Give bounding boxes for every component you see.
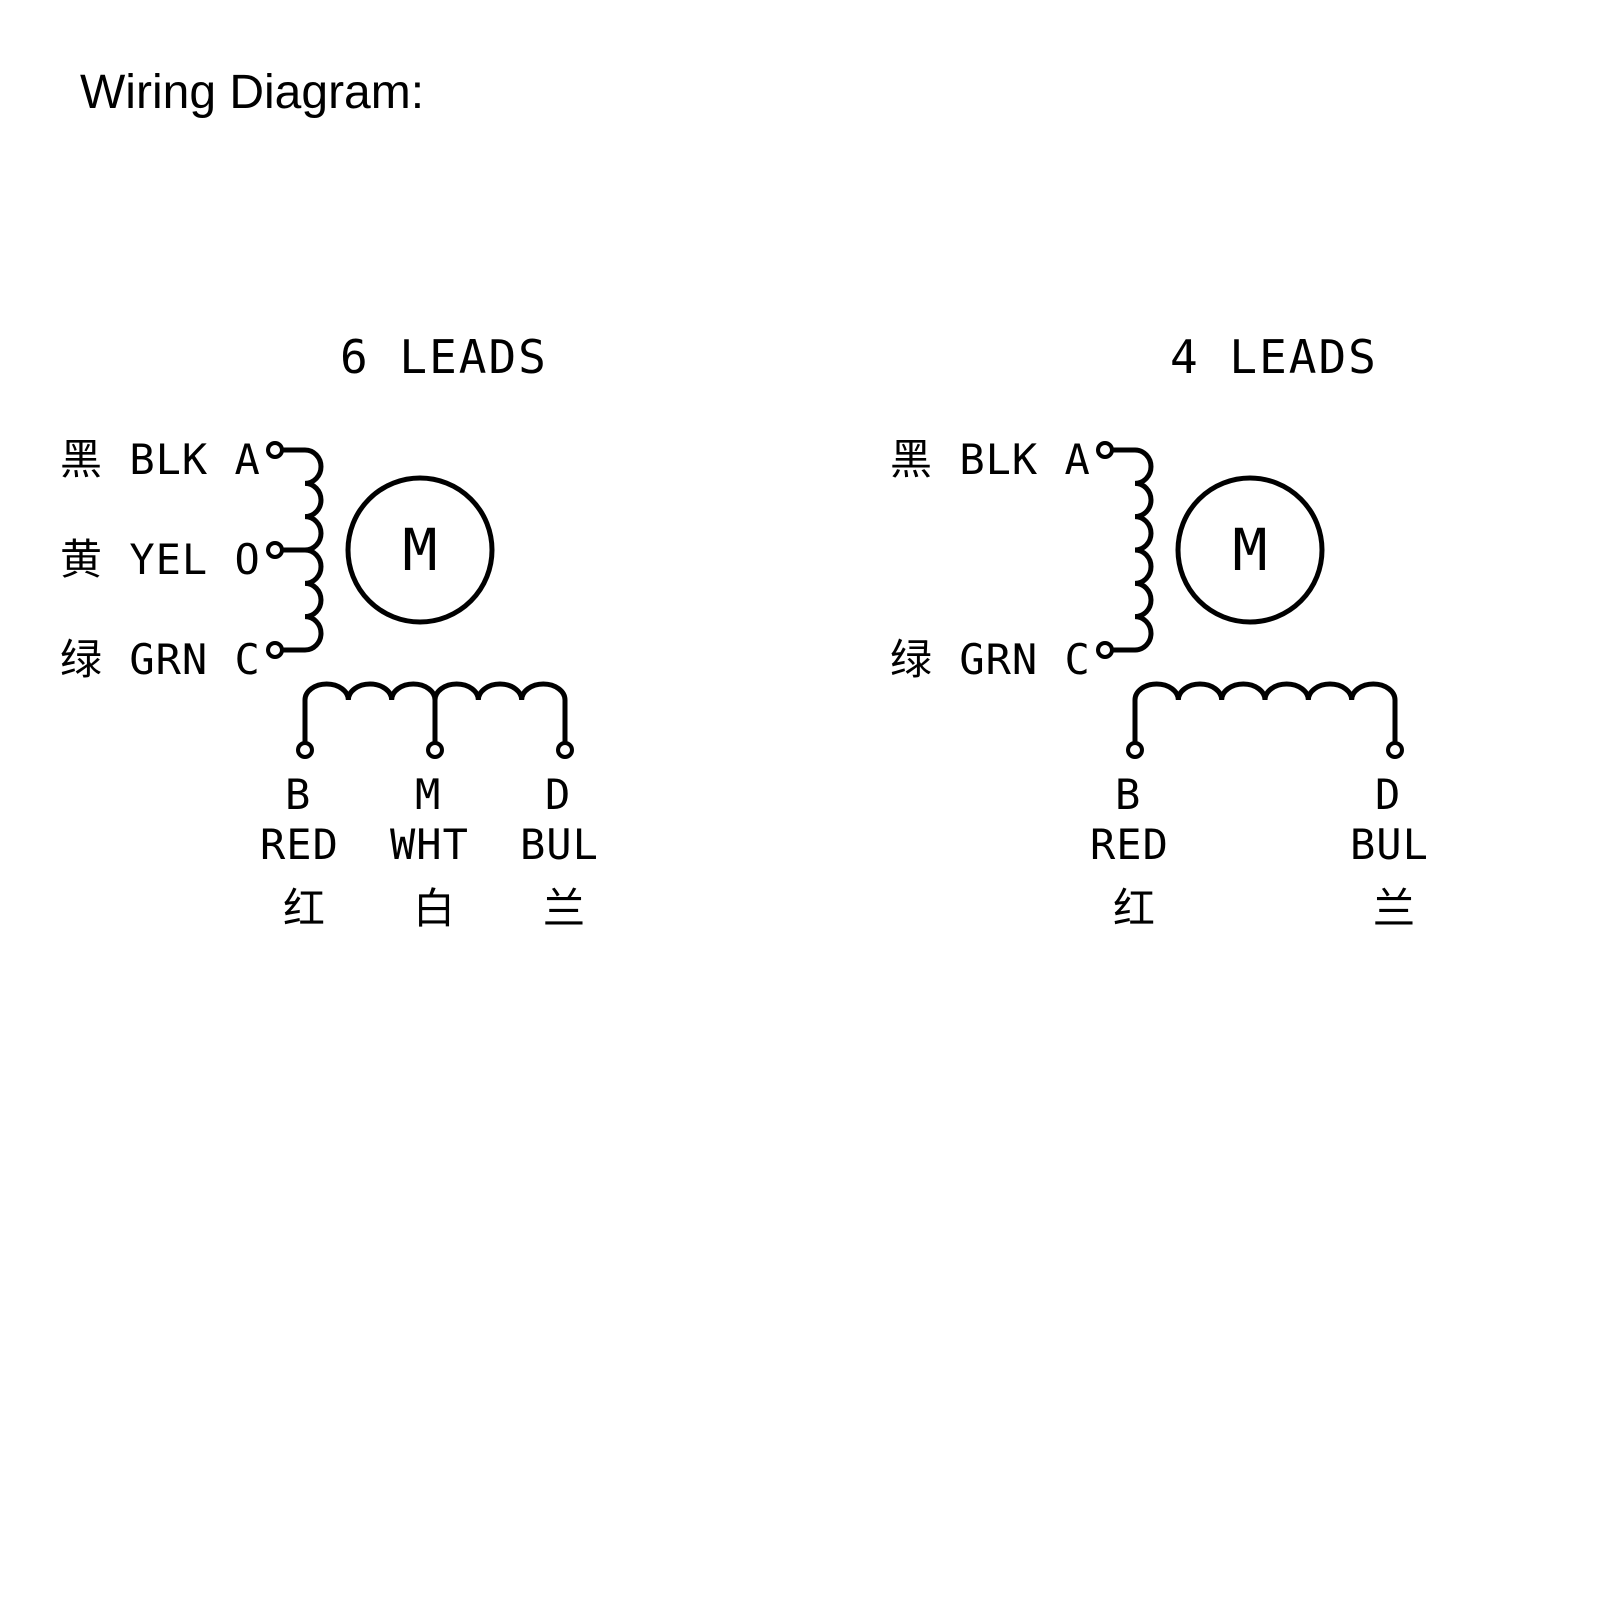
terminal — [268, 643, 282, 657]
vertical-coil — [1135, 450, 1151, 650]
terminal — [298, 743, 312, 757]
terminal — [1128, 743, 1142, 757]
vertical-coil — [305, 450, 321, 650]
page-title: Wiring Diagram: — [80, 65, 424, 120]
terminal — [268, 543, 282, 557]
diagrams-container: 6 LEADS黑 BLK A黄 YEL O绿 GRN CBRED红MWHT白DB… — [0, 330, 1600, 1230]
terminal — [1098, 643, 1112, 657]
schematic-1: 4 LEADS黑 BLK A绿 GRN CBRED红DBUL兰M — [890, 330, 1590, 1230]
horizontal-coil — [1135, 684, 1395, 700]
terminal — [1098, 443, 1112, 457]
horizontal-coil — [305, 684, 565, 700]
schematic-svg: M — [890, 330, 1590, 1230]
terminal — [1388, 743, 1402, 757]
terminal — [558, 743, 572, 757]
motor-label: M — [403, 516, 438, 584]
schematic-0: 6 LEADS黑 BLK A黄 YEL O绿 GRN CBRED红MWHT白DB… — [60, 330, 760, 1230]
terminal — [268, 443, 282, 457]
motor-label: M — [1233, 516, 1268, 584]
schematic-svg: M — [60, 330, 760, 1230]
terminal — [428, 743, 442, 757]
